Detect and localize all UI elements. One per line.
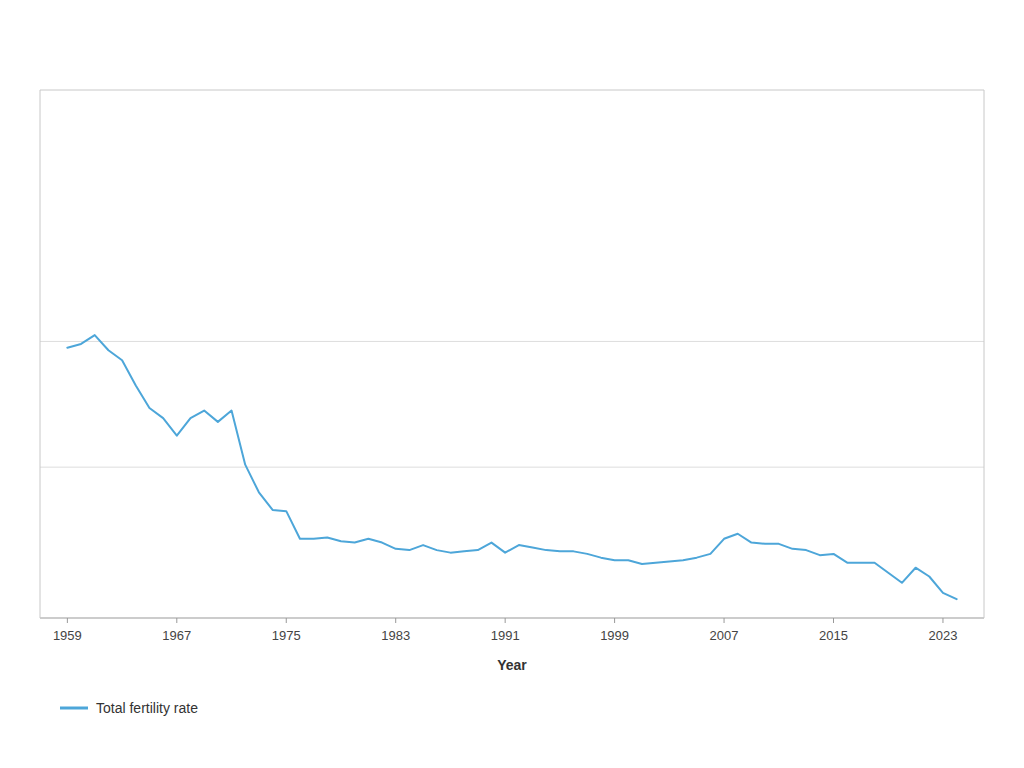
y-axis-line xyxy=(40,90,41,618)
x-tick-label: 1999 xyxy=(600,628,629,643)
x-tick xyxy=(942,618,943,623)
chart: 1959 1967 1975 1983 1991 1999 2007 2015 2023 Year… xyxy=(0,0,1024,768)
x-tick-label: 1959 xyxy=(53,628,82,643)
x-tick-label: 1975 xyxy=(272,628,301,643)
x-tick-label: 2023 xyxy=(928,628,957,643)
x-tick xyxy=(505,618,506,623)
x-tick-label: 1983 xyxy=(381,628,410,643)
x-tick-label: 1991 xyxy=(491,628,520,643)
x-tick xyxy=(286,618,287,623)
x-tick-label: 2007 xyxy=(710,628,739,643)
plot-area xyxy=(67,335,956,599)
x-axis: 1959 1967 1975 1983 1991 1999 2007 2015 2023 xyxy=(53,618,958,643)
x-tick xyxy=(176,618,177,623)
x-tick xyxy=(833,618,834,623)
x-axis-line xyxy=(40,618,984,619)
right-border xyxy=(984,90,985,618)
x-tick-label: 1967 xyxy=(162,628,191,643)
grid-line xyxy=(40,467,984,468)
grid-line xyxy=(40,341,984,342)
legend: Total fertility rate xyxy=(60,700,198,716)
top-border xyxy=(40,90,984,91)
grid xyxy=(40,341,984,467)
legend-label: Total fertility rate xyxy=(96,700,198,716)
x-tick xyxy=(724,618,725,623)
legend-swatch xyxy=(60,707,88,710)
x-tick-label: 2015 xyxy=(819,628,848,643)
series-line xyxy=(67,335,956,599)
frame xyxy=(40,90,984,618)
x-tick xyxy=(614,618,615,623)
x-axis-label: Year xyxy=(497,657,527,673)
x-tick xyxy=(67,618,68,623)
x-tick xyxy=(395,618,396,623)
